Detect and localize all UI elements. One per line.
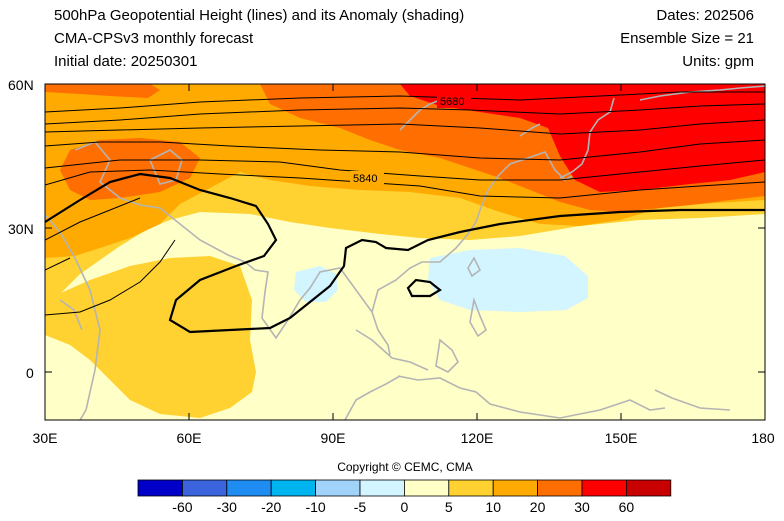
contour-label-5840: 5840 bbox=[353, 173, 377, 185]
colorbar-swatch bbox=[448, 479, 494, 497]
lon-label-30e: 30E bbox=[33, 430, 58, 446]
lon-label-150e: 150E bbox=[605, 430, 638, 446]
colorbar-swatch bbox=[359, 479, 405, 497]
colorbar-label: -30 bbox=[217, 499, 237, 515]
lon-label-180: 180 bbox=[751, 430, 775, 446]
map-frame bbox=[44, 83, 766, 421]
lon-ticks bbox=[188, 84, 622, 420]
shade-5-10-south bbox=[45, 256, 256, 418]
colorbar-label: 5 bbox=[445, 499, 453, 515]
initial-date: Initial date: 20250301 bbox=[54, 53, 198, 70]
colorbar-label: -60 bbox=[172, 499, 192, 515]
colorbar-label: -20 bbox=[261, 499, 281, 515]
colorbar-swatch bbox=[181, 479, 228, 497]
contour-labels: 5680 5840 bbox=[350, 95, 471, 185]
anomaly-shading bbox=[45, 84, 765, 420]
colorbar-swatch bbox=[403, 479, 450, 497]
shade-20-30-west bbox=[45, 84, 160, 98]
forecast-dates: Dates: 202506 bbox=[656, 7, 754, 24]
colorbar: -60 -30 -20 -10 -5 0 5 10 20 30 60 bbox=[137, 479, 672, 515]
lat-ticks bbox=[45, 83, 765, 373]
lon-label-90e: 90E bbox=[321, 430, 346, 446]
colorbar-label: 60 bbox=[619, 499, 635, 515]
colorbar-swatch bbox=[537, 479, 583, 497]
colorbar-label: 20 bbox=[530, 499, 546, 515]
colorbar-label: -5 bbox=[354, 499, 367, 515]
colorbar-swatch bbox=[581, 479, 627, 497]
shade-20-30-center bbox=[60, 138, 200, 200]
colorbar-label: 0 bbox=[401, 499, 409, 515]
colorbar-label: 10 bbox=[485, 499, 501, 515]
lat-label-eq: 0 bbox=[26, 365, 34, 381]
colorbar-swatch bbox=[626, 479, 672, 497]
lon-label-60e: 60E bbox=[177, 430, 202, 446]
units-label: Units: gpm bbox=[682, 53, 754, 70]
height-contours bbox=[45, 91, 765, 316]
lon-label-120e: 120E bbox=[461, 430, 494, 446]
lat-label-30n: 30N bbox=[8, 221, 34, 237]
colorbar-label: 30 bbox=[574, 499, 590, 515]
contour-label-5680: 5680 bbox=[440, 96, 464, 108]
colorbar-swatch bbox=[137, 479, 183, 497]
colorbar-label: -10 bbox=[305, 499, 325, 515]
colorbar-swatch bbox=[226, 479, 272, 497]
contour-5880 bbox=[45, 172, 765, 334]
lat-label-60n: 60N bbox=[8, 77, 34, 93]
shade-neg-b bbox=[428, 248, 588, 312]
copyright-text: Copyright © CEMC, CMA bbox=[337, 460, 473, 474]
model-name: CMA-CPSv3 monthly forecast bbox=[54, 30, 254, 47]
colorbar-swatch bbox=[315, 479, 361, 497]
chart-title: 500hPa Geopotential Height (lines) and i… bbox=[54, 7, 465, 24]
colorbar-swatch bbox=[492, 479, 539, 497]
ensemble-size: Ensemble Size = 21 bbox=[620, 30, 754, 47]
colorbar-swatch bbox=[270, 479, 317, 497]
